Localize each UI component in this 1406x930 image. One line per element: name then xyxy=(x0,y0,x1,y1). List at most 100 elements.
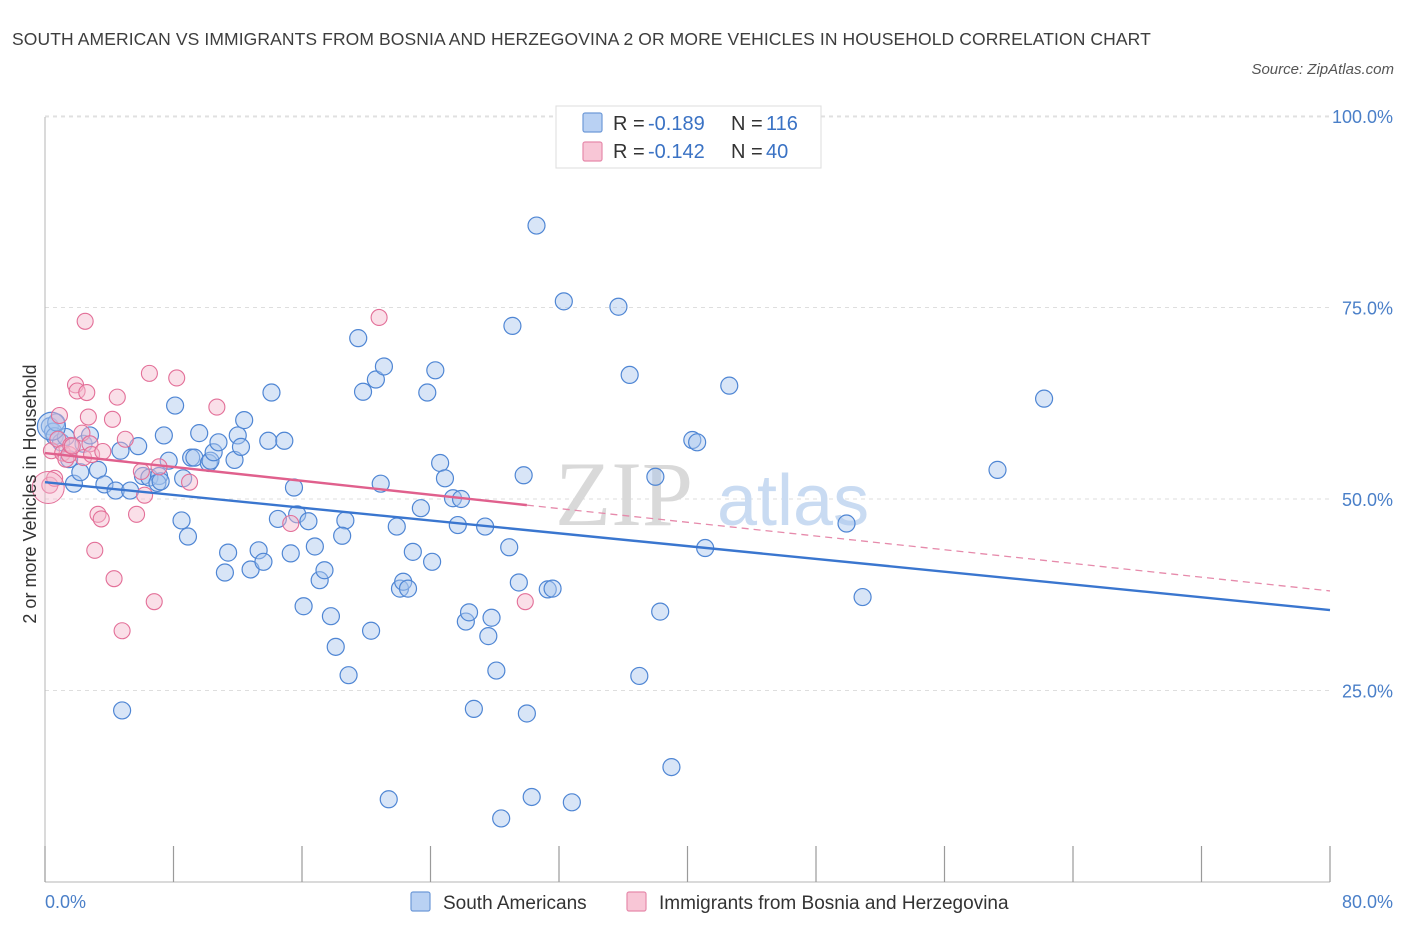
bottom-legend-swatch-pink xyxy=(626,891,647,912)
point-south-americans-53 xyxy=(310,571,329,590)
point-bosnia-35 xyxy=(516,593,534,611)
point-south-americans-100 xyxy=(609,297,628,316)
legend-n-value-2: 40 xyxy=(766,141,788,163)
point-south-americans-61 xyxy=(353,382,373,401)
point-south-americans-90 xyxy=(503,316,522,335)
legend-r-label-2: R = xyxy=(613,141,645,163)
point-south-americans-66 xyxy=(379,790,398,809)
trend-bosnia-extension xyxy=(526,504,1331,592)
point-bosnia-17 xyxy=(86,541,104,559)
point-south-americans-46 xyxy=(275,431,294,450)
point-south-americans-106 xyxy=(683,430,702,450)
point-south-americans-71 xyxy=(403,542,422,561)
point-south-americans-104 xyxy=(651,602,670,621)
series-bosnia-immigrants xyxy=(31,308,534,640)
watermark-zip: ZIP xyxy=(555,443,693,545)
point-south-americans-8 xyxy=(71,463,90,482)
point-south-americans-39 xyxy=(235,411,254,430)
legend-box: R = -0.189 N = 116 R = -0.142 N = 40 xyxy=(555,105,822,169)
point-south-americans-96 xyxy=(538,580,557,599)
point-south-americans-91 xyxy=(509,573,528,592)
point-south-americans-87 xyxy=(487,661,506,680)
point-bosnia-31 xyxy=(181,473,199,491)
point-south-americans-82 xyxy=(459,603,479,622)
point-south-americans-112 xyxy=(988,460,1007,479)
point-south-americans-97 xyxy=(543,579,562,598)
point-south-americans-52 xyxy=(305,537,324,556)
point-bosnia-13 xyxy=(76,312,94,330)
point-bosnia-22 xyxy=(108,388,126,406)
point-south-americans-49 xyxy=(288,505,307,524)
point-south-americans-42 xyxy=(254,552,273,571)
point-south-americans-23 xyxy=(166,396,185,415)
x-tick-label-max: 80.0% xyxy=(1342,892,1393,912)
point-bosnia-15 xyxy=(81,435,99,453)
point-south-americans-72 xyxy=(411,499,430,518)
legend-swatch-pink xyxy=(582,141,603,162)
y-tick-label-50: 50.0% xyxy=(1342,490,1393,510)
point-south-americans-47 xyxy=(281,544,300,563)
watermark: ZIP atlas xyxy=(555,443,869,545)
point-south-americans-114 xyxy=(112,701,132,720)
point-south-americans-89 xyxy=(500,538,519,557)
point-south-americans-110 xyxy=(837,514,856,533)
point-bosnia-large xyxy=(31,471,65,505)
point-bosnia-18 xyxy=(89,505,107,523)
point-south-americans-41 xyxy=(249,541,268,560)
point-bosnia-36 xyxy=(79,408,97,426)
gridlines xyxy=(45,115,1330,691)
point-south-americans-44 xyxy=(262,383,281,402)
bottom-legend-swatch-blue xyxy=(410,891,431,912)
point-south-americans-26 xyxy=(178,527,198,546)
point-south-americans-85 xyxy=(479,627,498,646)
point-south-americans-109 xyxy=(720,376,739,395)
trend-bosnia xyxy=(44,451,528,507)
point-south-americans-59 xyxy=(339,666,358,685)
chart-title: SOUTH AMERICAN VS IMMIGRANTS FROM BOSNIA… xyxy=(12,29,1151,49)
point-south-americans-38 xyxy=(231,437,251,457)
point-south-americans-33 xyxy=(209,433,228,452)
point-south-americans-43 xyxy=(259,431,278,450)
point-south-americans-101 xyxy=(620,365,639,385)
point-bosnia-14 xyxy=(78,383,96,402)
point-south-americans-55 xyxy=(321,607,341,626)
point-south-americans-98 xyxy=(554,292,573,311)
point-south-americans-113 xyxy=(1034,389,1054,408)
point-south-americans-65 xyxy=(374,357,394,376)
point-bosnia-20 xyxy=(103,410,122,428)
point-bosnia-33 xyxy=(282,514,300,533)
point-south-americans-115 xyxy=(151,472,170,491)
point-bosnia-4 xyxy=(50,406,69,425)
point-south-americans-95 xyxy=(527,216,546,235)
y-tick-label-75: 75.0% xyxy=(1342,299,1393,319)
point-south-americans-74 xyxy=(423,552,442,571)
point-bosnia-30 xyxy=(168,369,186,387)
point-south-americans-35 xyxy=(219,543,238,562)
series-south-americans xyxy=(36,216,1054,828)
point-south-americans-14 xyxy=(111,441,130,460)
axes xyxy=(44,117,1331,883)
point-south-americans-50 xyxy=(294,597,313,616)
point-south-americans-70 xyxy=(398,579,418,598)
point-south-americans-58 xyxy=(333,526,352,545)
legend-n-label-2: N = xyxy=(731,141,763,163)
point-south-americans-93 xyxy=(517,704,536,723)
trend-lines xyxy=(44,451,1331,612)
legend-n-label-1: N = xyxy=(731,113,763,135)
legend-swatch-blue xyxy=(582,112,603,133)
bottom-legend-label-blue: South Americans xyxy=(443,893,587,914)
point-south-americans-56 xyxy=(326,637,345,656)
bottom-legend: South Americans Immigrants from Bosnia a… xyxy=(410,891,1009,914)
point-bosnia-19 xyxy=(92,510,110,528)
point-south-americans-83 xyxy=(464,699,483,718)
point-south-americans-103 xyxy=(646,467,665,486)
point-south-americans-54 xyxy=(315,561,334,580)
point-south-americans-34 xyxy=(215,563,234,582)
point-bosnia-39 xyxy=(63,437,81,455)
point-south-americans-111 xyxy=(853,587,872,607)
point-south-americans-86 xyxy=(482,608,501,627)
y-tick-label-25: 25.0% xyxy=(1342,682,1393,702)
point-south-americans-67 xyxy=(387,517,406,536)
point-south-americans-60 xyxy=(349,329,368,348)
